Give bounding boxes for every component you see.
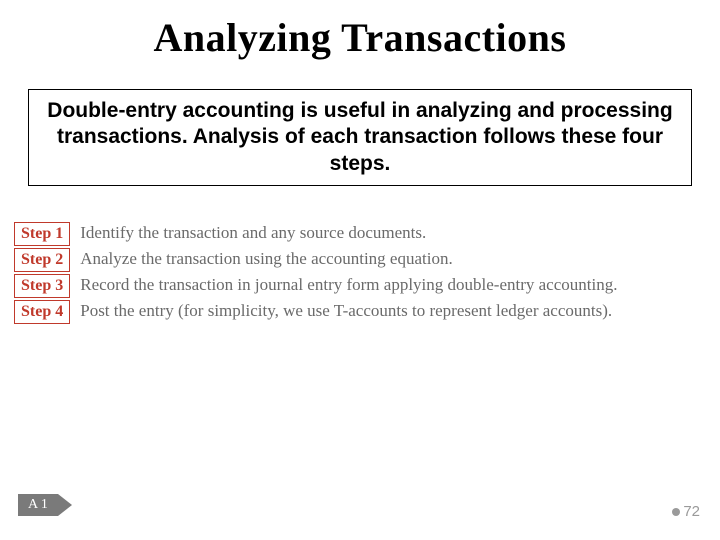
reference-tag: A 1: [18, 494, 72, 516]
step-description: Identify the transaction and any source …: [80, 222, 426, 246]
page-title: Analyzing Transactions: [0, 0, 720, 61]
steps-list: Step 1 Identify the transaction and any …: [14, 222, 706, 324]
arrow-right-icon: [58, 494, 72, 516]
reference-label: A 1: [18, 494, 58, 516]
step-description: Record the transaction in journal entry …: [80, 274, 617, 298]
step-label: Step 2: [14, 248, 70, 272]
page-number: 72: [672, 503, 700, 520]
step-description: Post the entry (for simplicity, we use T…: [80, 300, 612, 324]
step-description: Analyze the transaction using the accoun…: [80, 248, 452, 272]
step-row: Step 4 Post the entry (for simplicity, w…: [14, 300, 706, 324]
step-label: Step 1: [14, 222, 70, 246]
step-row: Step 3 Record the transaction in journal…: [14, 274, 706, 298]
intro-box: Double-entry accounting is useful in ana…: [28, 89, 692, 186]
step-label: Step 3: [14, 274, 70, 298]
step-row: Step 1 Identify the transaction and any …: [14, 222, 706, 246]
step-row: Step 2 Analyze the transaction using the…: [14, 248, 706, 272]
step-label: Step 4: [14, 300, 70, 324]
page-number-text: 72: [683, 503, 700, 520]
bullet-icon: [672, 508, 680, 516]
